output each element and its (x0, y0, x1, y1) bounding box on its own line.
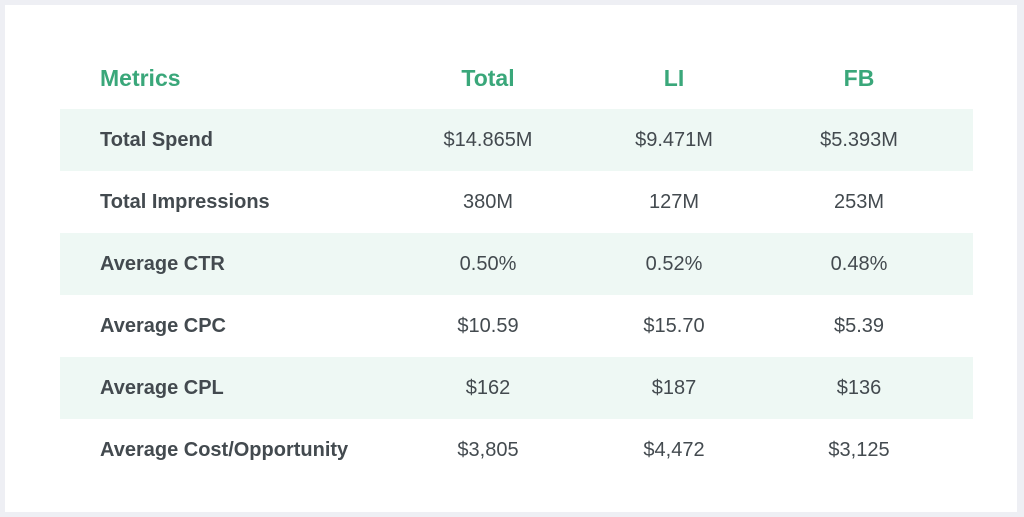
row-li-value: $9.471M (635, 128, 713, 151)
table-row: Average CTR 0.50% 0.52% 0.48% (60, 233, 973, 295)
row-fb-value: 253M (833, 190, 885, 213)
table-header-row: Metrics Total LI FB (60, 47, 973, 109)
row-total-value: $3,805 (457, 438, 519, 461)
row-fb-value: $5.393M (820, 128, 898, 151)
table-row: Average CPC $10.59 $15.70 $5.39 (60, 295, 973, 357)
row-li-value: $15.70 (643, 314, 705, 337)
row-total-value: 0.50% (459, 252, 517, 275)
row-total-value: $162 (465, 376, 511, 399)
header-total: Total (461, 64, 515, 91)
table-row: Average CPL $162 $187 $136 (60, 357, 973, 419)
row-li-value: 0.52% (645, 252, 703, 275)
row-fb-value: $3,125 (828, 438, 890, 461)
row-metric-label: Total Impressions (100, 190, 270, 213)
row-metric-label: Average Cost/Opportunity (100, 438, 349, 461)
table-row: Total Spend $14.865M $9.471M $5.393M (60, 109, 973, 171)
row-total-value: $14.865M (443, 128, 533, 151)
header-li: LI (663, 64, 685, 91)
table-row: Total Impressions 380M 127M 253M (60, 171, 973, 233)
row-fb-value: 0.48% (830, 252, 888, 275)
row-fb-value: $136 (836, 376, 882, 399)
header-metrics: Metrics (100, 64, 181, 91)
row-total-value: 380M (462, 190, 514, 213)
row-fb-value: $5.39 (833, 314, 885, 337)
row-li-value: 127M (648, 190, 700, 213)
row-metric-label: Average CTR (100, 252, 225, 275)
row-metric-label: Average CPL (100, 376, 224, 399)
row-total-value: $10.59 (457, 314, 519, 337)
metrics-table: Metrics Total LI FB Total Spend $14.865M… (60, 47, 973, 481)
table-row: Average Cost/Opportunity $3,805 $4,472 $… (60, 419, 973, 481)
row-li-value: $187 (651, 376, 697, 399)
metrics-card: Metrics Total LI FB Total Spend $14.865M… (5, 5, 1017, 512)
row-metric-label: Total Spend (100, 128, 213, 151)
header-fb: FB (843, 64, 875, 91)
row-metric-label: Average CPC (100, 314, 226, 337)
row-li-value: $4,472 (643, 438, 705, 461)
